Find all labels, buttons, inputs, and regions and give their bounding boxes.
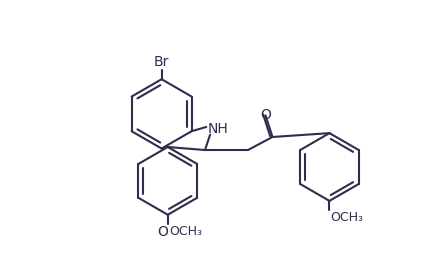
Text: OCH₃: OCH₃ — [169, 225, 202, 238]
Text: OCH₃: OCH₃ — [330, 211, 363, 224]
Text: O: O — [260, 108, 271, 122]
Text: NH: NH — [208, 122, 229, 136]
Text: Br: Br — [154, 55, 169, 69]
Text: O: O — [157, 225, 168, 239]
